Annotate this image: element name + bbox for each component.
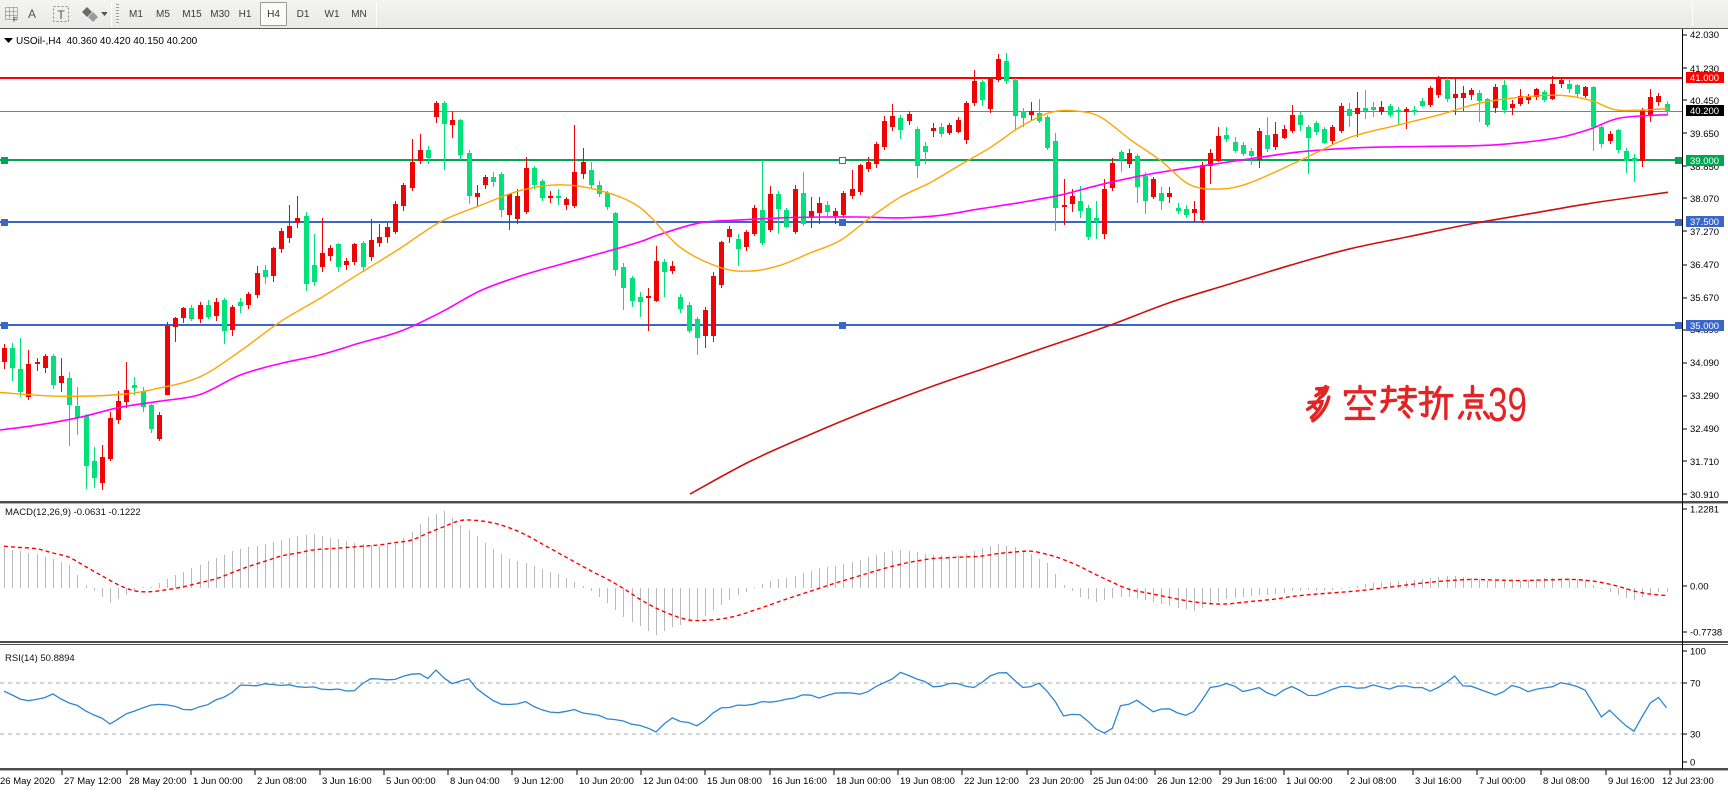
svg-text:27 May 12:00: 27 May 12:00 [64,776,122,787]
svg-text:35.000: 35.000 [1690,321,1719,332]
svg-text:39: 39 [1488,379,1527,432]
svg-text:18 Jun 00:00: 18 Jun 00:00 [836,776,891,787]
svg-text:T: T [57,8,65,22]
svg-text:31.710: 31.710 [1690,457,1719,468]
svg-text:1 Jul 00:00: 1 Jul 00:00 [1286,776,1332,787]
svg-text:F: F [13,17,17,23]
svg-text:39.650: 39.650 [1690,129,1719,140]
svg-text:1.2281: 1.2281 [1690,505,1719,516]
svg-text:8 Jun 04:00: 8 Jun 04:00 [450,776,500,787]
svg-text:USOil-,H4 40.360 40.420 40.15: USOil-,H4 40.360 40.420 40.150 40.200 [16,36,198,47]
svg-text:19 Jun 08:00: 19 Jun 08:00 [900,776,955,787]
svg-text:32.490: 32.490 [1690,424,1719,435]
svg-text:23 Jun 20:00: 23 Jun 20:00 [1029,776,1084,787]
svg-text:70: 70 [1690,679,1701,690]
svg-text:0.00: 0.00 [1690,582,1709,593]
svg-text:100: 100 [1690,647,1706,658]
svg-text:36.470: 36.470 [1690,260,1719,271]
svg-text:10 Jun 20:00: 10 Jun 20:00 [579,776,634,787]
svg-text:41.230: 41.230 [1690,64,1719,75]
svg-text:28 May 20:00: 28 May 20:00 [129,776,187,787]
svg-text:-0.7738: -0.7738 [1690,628,1722,639]
svg-text:16 Jun 16:00: 16 Jun 16:00 [772,776,827,787]
svg-text:34.090: 34.090 [1690,358,1719,369]
svg-text:30: 30 [1690,730,1701,741]
svg-text:9 Jun 12:00: 9 Jun 12:00 [514,776,564,787]
svg-text:33.290: 33.290 [1690,391,1719,402]
svg-text:37.500: 37.500 [1690,217,1719,228]
svg-text:MACD(12,26,9) -0.0631 -0.1222: MACD(12,26,9) -0.0631 -0.1222 [5,507,141,518]
svg-text:38.070: 38.070 [1690,194,1719,205]
svg-text:12 Jun 04:00: 12 Jun 04:00 [643,776,698,787]
svg-text:3 Jul 16:00: 3 Jul 16:00 [1415,776,1461,787]
svg-text:22 Jun 12:00: 22 Jun 12:00 [964,776,1019,787]
svg-text:12 Jul 23:00: 12 Jul 23:00 [1662,776,1714,787]
svg-text:26 Jun 12:00: 26 Jun 12:00 [1157,776,1212,787]
svg-text:29 Jun 16:00: 29 Jun 16:00 [1222,776,1277,787]
svg-text:3 Jun 16:00: 3 Jun 16:00 [322,776,372,787]
svg-text:39.000: 39.000 [1690,156,1719,167]
svg-text:5 Jun 00:00: 5 Jun 00:00 [386,776,436,787]
svg-text:40.200: 40.200 [1690,106,1719,117]
svg-text:25 Jun 04:00: 25 Jun 04:00 [1093,776,1148,787]
svg-text:2 Jul 08:00: 2 Jul 08:00 [1350,776,1396,787]
svg-text:1 Jun 00:00: 1 Jun 00:00 [193,776,243,787]
svg-text:7 Jul 00:00: 7 Jul 00:00 [1479,776,1525,787]
svg-text:8 Jul 08:00: 8 Jul 08:00 [1543,776,1589,787]
svg-text:RSI(14) 50.8894: RSI(14) 50.8894 [5,653,75,664]
svg-text:38.850: 38.850 [1690,162,1719,173]
svg-text:35.670: 35.670 [1690,293,1719,304]
svg-text:15 Jun 08:00: 15 Jun 08:00 [707,776,762,787]
svg-text:30.910: 30.910 [1690,490,1719,501]
svg-text:41.000: 41.000 [1690,73,1719,84]
svg-text:0: 0 [1690,758,1695,769]
svg-text:9 Jul 16:00: 9 Jul 16:00 [1608,776,1654,787]
svg-text:37.270: 37.270 [1690,227,1719,238]
svg-text:40.450: 40.450 [1690,96,1719,107]
svg-text:2 Jun 08:00: 2 Jun 08:00 [257,776,307,787]
svg-text:42.030: 42.030 [1690,30,1719,41]
svg-text:26 May 2020: 26 May 2020 [0,776,55,787]
